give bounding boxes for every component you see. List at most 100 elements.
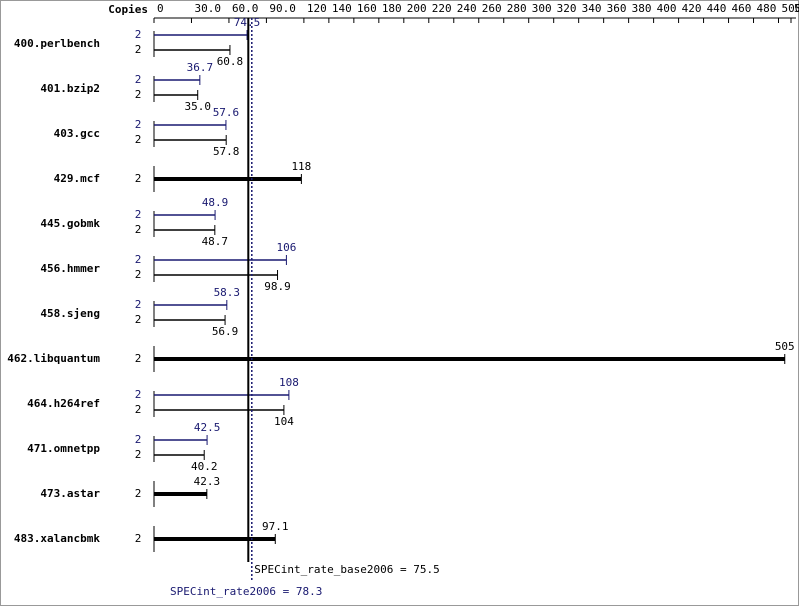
- value-label: 42.3: [194, 475, 221, 488]
- x-tick-label: 200: [407, 2, 427, 15]
- copies-label: 2: [135, 43, 142, 56]
- benchmark-label: 462.libquantum: [7, 352, 100, 365]
- bar: [154, 139, 227, 141]
- bar: [154, 34, 248, 36]
- bar: [154, 259, 287, 261]
- x-tick-label: 260: [482, 2, 502, 15]
- x-tick-label: 320: [557, 2, 577, 15]
- bar: [154, 79, 200, 81]
- x-tick-label: 240: [457, 2, 477, 15]
- bar: [154, 124, 226, 126]
- x-tick-label: 510: [794, 2, 799, 15]
- copies-label: 2: [135, 28, 142, 41]
- copies-label: 2: [135, 352, 142, 365]
- value-label: 74.5: [234, 16, 261, 29]
- x-tick-label: 90.0: [269, 2, 296, 15]
- benchmark-label: 473.astar: [40, 487, 100, 500]
- bar: [154, 214, 216, 216]
- x-tick-label: 400: [657, 2, 677, 15]
- copies-label: 2: [135, 172, 142, 185]
- value-label: 57.6: [213, 106, 240, 119]
- x-tick-label: 440: [707, 2, 727, 15]
- benchmark-label: 456.hmmer: [40, 262, 100, 275]
- reference-label: SPECint_rate_base2006 = 75.5: [254, 563, 439, 576]
- bar: [154, 177, 302, 181]
- bar: [154, 454, 205, 456]
- x-tick-label: 360: [607, 2, 627, 15]
- copies-label: 2: [135, 73, 142, 86]
- bar: [154, 439, 208, 441]
- x-tick-label: 500: [782, 2, 799, 15]
- x-tick-label: 280: [507, 2, 527, 15]
- benchmark-label: 483.xalancbmk: [14, 532, 100, 545]
- x-tick-label: 380: [632, 2, 652, 15]
- x-tick-label: 60.0: [232, 2, 258, 15]
- copies-label: 2: [135, 298, 142, 311]
- benchmark-label: 400.perlbench: [14, 37, 100, 50]
- value-label: 36.7: [187, 61, 214, 74]
- x-tick-label: 460: [732, 2, 752, 15]
- copies-label: 2: [135, 448, 142, 461]
- copies-label: 2: [135, 433, 142, 446]
- benchmark-label: 445.gobmk: [40, 217, 100, 230]
- value-label: 98.9: [264, 280, 291, 293]
- benchmark-label: 458.sjeng: [40, 307, 100, 320]
- value-label: 60.8: [217, 55, 244, 68]
- x-tick-label: 420: [682, 2, 702, 15]
- x-tick-label: 120: [307, 2, 327, 15]
- copies-label: 2: [135, 403, 142, 416]
- copies-label: 2: [135, 313, 142, 326]
- benchmark-label: 429.mcf: [54, 172, 100, 185]
- x-tick-label: 160: [357, 2, 377, 15]
- bar: [154, 394, 289, 396]
- value-label: 58.3: [214, 286, 241, 299]
- benchmark-label: 464.h264ref: [27, 397, 100, 410]
- copies-label: 2: [135, 388, 142, 401]
- copies-label: 2: [135, 88, 142, 101]
- x-axis-label: Copies: [108, 3, 148, 16]
- bar: [154, 409, 284, 411]
- bar: [154, 94, 198, 96]
- value-label: 40.2: [191, 460, 218, 473]
- x-tick-label: 300: [532, 2, 552, 15]
- value-label: 104: [274, 415, 294, 428]
- bar: [154, 274, 278, 276]
- value-label: 505: [775, 340, 795, 353]
- bar: [154, 357, 785, 361]
- value-label: 97.1: [262, 520, 289, 533]
- copies-label: 2: [135, 268, 142, 281]
- copies-label: 2: [135, 133, 142, 146]
- x-tick-label: 480: [757, 2, 777, 15]
- x-tick-label: 0: [157, 2, 164, 15]
- value-label: 35.0: [184, 100, 211, 113]
- x-tick-label: 220: [432, 2, 452, 15]
- reference-label: SPECint_rate2006 = 78.3: [170, 585, 322, 598]
- bar: [154, 229, 215, 231]
- copies-label: 2: [135, 487, 142, 500]
- value-label: 118: [291, 160, 311, 173]
- bar: [154, 492, 207, 496]
- x-tick-label: 30.0: [194, 2, 221, 15]
- x-tick-label: 180: [382, 2, 402, 15]
- benchmark-label: 401.bzip2: [40, 82, 100, 95]
- value-label: 42.5: [194, 421, 221, 434]
- copies-label: 2: [135, 208, 142, 221]
- bar: [154, 537, 276, 541]
- bar: [154, 319, 226, 321]
- bar: [154, 49, 230, 51]
- copies-label: 2: [135, 223, 142, 236]
- x-tick-label: 140: [332, 2, 352, 15]
- bar: [154, 304, 227, 306]
- benchmark-label: 403.gcc: [54, 127, 100, 140]
- value-label: 56.9: [212, 325, 239, 338]
- value-label: 48.7: [202, 235, 229, 248]
- copies-label: 2: [135, 253, 142, 266]
- x-tick-label: 340: [582, 2, 602, 15]
- copies-label: 2: [135, 532, 142, 545]
- copies-label: 2: [135, 118, 142, 131]
- value-label: 48.9: [202, 196, 229, 209]
- value-label: 106: [276, 241, 296, 254]
- value-label: 57.8: [213, 145, 240, 158]
